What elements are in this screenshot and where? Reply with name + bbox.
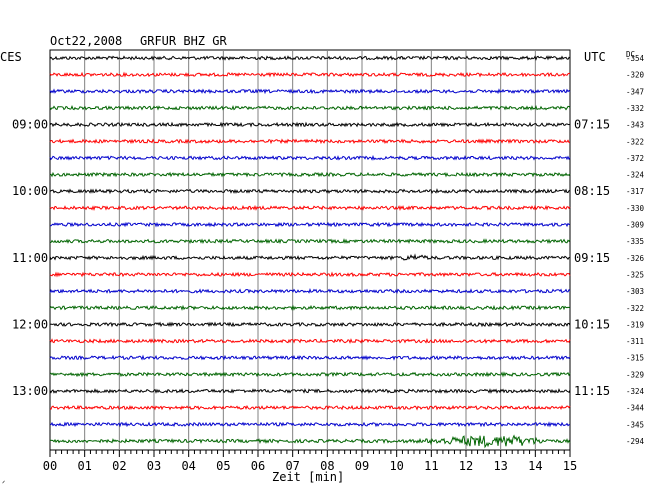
dc-offset-label: -303 <box>626 287 644 296</box>
left-hour-label: 10:00 <box>12 184 48 198</box>
dc-offset-label: -343 <box>626 121 644 130</box>
seismic-trace <box>49 71 571 78</box>
x-tick-label: 11 <box>424 459 438 473</box>
dc-offset-label: -322 <box>626 137 644 146</box>
right-hour-label: 08:15 <box>574 184 610 198</box>
x-tick-label: 14 <box>528 459 542 473</box>
left-hour-label: 09:00 <box>12 118 48 132</box>
seismic-trace <box>49 171 571 178</box>
dc-offset-label: -347 <box>626 87 644 96</box>
dc-header-label: DC <box>626 50 635 59</box>
x-axis-label: Zeit [min] <box>272 470 344 484</box>
x-tick-label: 07 <box>285 459 299 473</box>
seismic-trace <box>49 188 571 195</box>
left-hour-label: 12:00 <box>12 317 48 331</box>
seismic-trace <box>49 55 571 61</box>
left-timezone-label: CES <box>0 50 22 64</box>
dc-offset-label: -325 <box>626 270 644 279</box>
x-tick-label: 10 <box>389 459 403 473</box>
seismic-trace <box>49 104 571 111</box>
label-layer: 00 01 02 03 04 05 06 07 08 09 10 11 12 13 14 15 -354 -320… <box>12 54 645 473</box>
seismic-trace <box>49 288 571 295</box>
dc-offset-label: -330 <box>626 204 645 213</box>
x-tick-label: 15 <box>563 459 577 473</box>
dc-offset-label: -315 <box>626 354 644 363</box>
x-tick-label: 12 <box>459 459 473 473</box>
x-tick-label: 13 <box>493 459 507 473</box>
dc-offset-label: -324 <box>626 171 645 180</box>
dc-offset-label: -345 <box>626 420 644 429</box>
dc-offset-label: -294 <box>626 437 645 446</box>
x-tick-label: 03 <box>147 459 161 473</box>
seismic-trace <box>49 404 571 411</box>
chart-station: GRFUR BHZ GR <box>140 34 227 48</box>
seismic-trace <box>49 154 571 161</box>
left-hour-label: 11:00 <box>12 251 48 265</box>
right-hour-label: 07:15 <box>574 118 610 132</box>
dc-offset-label: -320 <box>626 71 645 80</box>
dc-offset-label: -322 <box>626 304 644 313</box>
seismic-trace <box>49 271 571 278</box>
right-timezone-label: UTC <box>584 50 606 64</box>
grid-layer <box>49 49 571 457</box>
x-tick-label: 08 <box>320 459 334 473</box>
x-tick-label: 01 <box>77 459 91 473</box>
seismic-trace <box>49 253 571 261</box>
x-tick-label: 00 <box>43 459 57 473</box>
right-hour-label: 09:15 <box>574 251 610 265</box>
seismic-trace <box>49 204 571 211</box>
seismic-trace <box>49 138 571 145</box>
trace-layer <box>49 55 571 449</box>
dc-offset-label: -317 <box>626 187 644 196</box>
x-tick-label: 02 <box>112 459 126 473</box>
seismic-trace <box>49 421 571 428</box>
seismic-trace <box>49 354 571 361</box>
dc-offset-label: -332 <box>626 104 644 113</box>
chart-date: Oct22,2008 <box>50 34 122 48</box>
right-hour-label: 10:15 <box>574 317 610 331</box>
x-tick-label: 06 <box>251 459 265 473</box>
x-tick-label: 04 <box>181 459 195 473</box>
corner-mark: ᐟ <box>2 479 5 488</box>
left-hour-label: 13:00 <box>12 384 48 398</box>
dc-offset-label: -309 <box>626 221 644 230</box>
dc-offset-label: -324 <box>626 387 645 396</box>
seismic-trace <box>49 88 571 95</box>
seismic-trace <box>49 434 571 449</box>
dc-offset-label: -319 <box>626 320 644 329</box>
dc-offset-label: -329 <box>626 370 644 379</box>
x-tick-label: 09 <box>355 459 369 473</box>
seismic-trace <box>49 371 571 378</box>
seismic-trace <box>49 338 571 344</box>
dc-offset-label: -354 <box>626 54 645 63</box>
seismic-trace <box>49 388 571 394</box>
seismic-trace <box>49 238 571 245</box>
seismic-trace <box>49 304 571 311</box>
dc-offset-label: -372 <box>626 154 644 163</box>
right-hour-label: 11:15 <box>574 384 610 398</box>
seismic-trace <box>49 321 571 328</box>
dc-offset-label: -335 <box>626 237 644 246</box>
dc-offset-label: -311 <box>626 337 644 346</box>
seismic-trace <box>49 121 571 128</box>
dc-offset-label: -344 <box>626 404 645 413</box>
seismic-trace <box>49 221 571 228</box>
dc-offset-label: -326 <box>626 254 645 263</box>
x-tick-label: 05 <box>216 459 230 473</box>
